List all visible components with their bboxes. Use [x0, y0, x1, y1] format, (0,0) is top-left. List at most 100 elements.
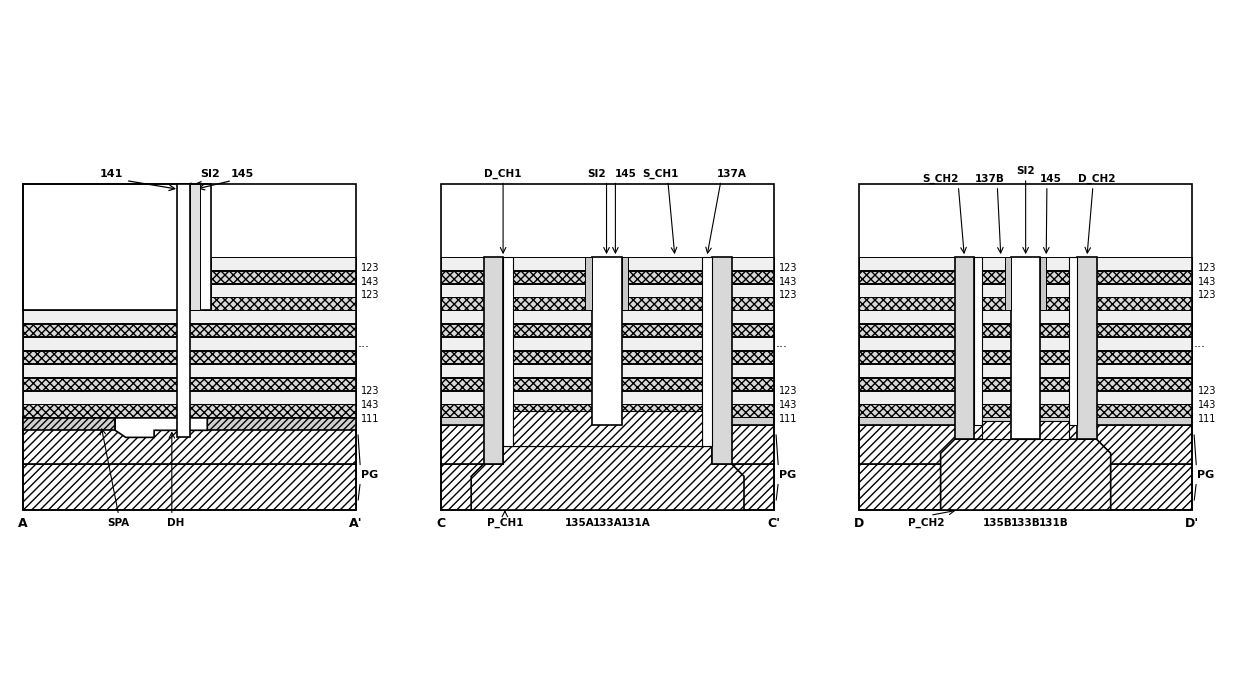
- Text: SPA: SPA: [108, 518, 130, 528]
- Text: 145: 145: [231, 169, 253, 179]
- Text: 123: 123: [361, 386, 379, 396]
- Bar: [441, 425, 774, 464]
- Bar: [24, 184, 211, 311]
- Bar: [859, 311, 1192, 323]
- Bar: [513, 411, 702, 447]
- Bar: [712, 257, 732, 464]
- Bar: [177, 184, 190, 438]
- Polygon shape: [115, 418, 207, 438]
- Text: 143: 143: [1198, 277, 1216, 287]
- Bar: [441, 284, 774, 297]
- Text: 111: 111: [361, 414, 379, 424]
- Text: 143: 143: [361, 277, 379, 287]
- Bar: [190, 184, 200, 311]
- Bar: [955, 257, 975, 439]
- Polygon shape: [471, 447, 744, 510]
- Bar: [24, 324, 356, 337]
- Text: S_CH1: S_CH1: [642, 168, 680, 179]
- Text: 131B: 131B: [1039, 518, 1069, 528]
- Text: P_CH1: P_CH1: [486, 518, 523, 528]
- Text: C: C: [436, 517, 445, 530]
- Text: 133B: 133B: [1011, 518, 1040, 528]
- Text: A': A': [350, 517, 363, 530]
- Bar: [859, 337, 1192, 350]
- Text: SI2: SI2: [200, 169, 219, 179]
- Text: SI2: SI2: [1017, 166, 1035, 177]
- Bar: [585, 257, 591, 311]
- Text: S_CH2: S_CH2: [923, 174, 959, 184]
- Text: C': C': [768, 517, 781, 530]
- Bar: [154, 418, 197, 430]
- Text: 123: 123: [780, 386, 797, 396]
- Text: 143: 143: [780, 400, 797, 409]
- Bar: [859, 378, 1192, 390]
- Bar: [441, 297, 774, 311]
- Text: P_CH2: P_CH2: [908, 518, 945, 528]
- Bar: [441, 417, 774, 425]
- Bar: [859, 405, 1192, 417]
- Bar: [859, 464, 1192, 510]
- Bar: [24, 425, 356, 464]
- Text: A: A: [19, 517, 27, 530]
- Text: 143: 143: [1198, 400, 1216, 409]
- Bar: [441, 257, 774, 270]
- Text: 135A: 135A: [564, 518, 594, 528]
- Text: 143: 143: [361, 400, 379, 409]
- Bar: [211, 284, 356, 297]
- Text: 111: 111: [780, 414, 797, 424]
- Text: PG: PG: [1198, 470, 1215, 480]
- Text: D_CH1: D_CH1: [485, 168, 522, 179]
- Bar: [621, 257, 629, 311]
- Bar: [441, 391, 774, 404]
- Bar: [24, 364, 356, 376]
- Text: 111: 111: [1198, 414, 1216, 424]
- Bar: [24, 337, 356, 350]
- Bar: [1078, 257, 1096, 439]
- Bar: [982, 421, 1069, 439]
- Bar: [484, 257, 503, 464]
- Text: 123: 123: [1198, 263, 1216, 273]
- Text: DH: DH: [166, 518, 184, 528]
- Text: ...: ...: [776, 337, 787, 350]
- Bar: [24, 378, 356, 390]
- Text: ...: ...: [1194, 337, 1207, 350]
- Bar: [503, 257, 513, 447]
- Bar: [441, 405, 774, 417]
- Bar: [441, 378, 774, 390]
- Bar: [24, 417, 356, 425]
- Text: 123: 123: [1198, 291, 1216, 300]
- Bar: [859, 391, 1192, 404]
- Text: 123: 123: [1198, 386, 1216, 396]
- Text: 145: 145: [1039, 174, 1061, 184]
- Text: PG: PG: [361, 470, 378, 480]
- Bar: [441, 324, 774, 337]
- Text: 131A: 131A: [621, 518, 651, 528]
- Text: 137B: 137B: [976, 174, 1006, 184]
- Text: ...: ...: [358, 337, 370, 350]
- Text: 123: 123: [361, 263, 379, 273]
- Bar: [591, 257, 621, 425]
- Bar: [441, 464, 774, 510]
- Bar: [1012, 257, 1040, 439]
- Text: PG: PG: [780, 470, 796, 480]
- Text: 123: 123: [361, 291, 379, 300]
- Polygon shape: [941, 439, 1111, 510]
- Bar: [1040, 257, 1047, 311]
- Bar: [702, 257, 712, 447]
- Text: 137A: 137A: [717, 169, 746, 179]
- Bar: [24, 391, 356, 404]
- Bar: [859, 284, 1192, 297]
- Text: 141: 141: [100, 169, 123, 179]
- Text: 133A: 133A: [593, 518, 622, 528]
- Bar: [859, 417, 1192, 425]
- Bar: [24, 350, 356, 363]
- Bar: [859, 350, 1192, 363]
- Bar: [859, 425, 1192, 464]
- Bar: [441, 364, 774, 376]
- Bar: [859, 364, 1192, 376]
- Bar: [24, 311, 356, 323]
- Bar: [859, 324, 1192, 337]
- Bar: [859, 297, 1192, 311]
- Text: SI2: SI2: [588, 169, 606, 179]
- Text: 145: 145: [614, 169, 636, 179]
